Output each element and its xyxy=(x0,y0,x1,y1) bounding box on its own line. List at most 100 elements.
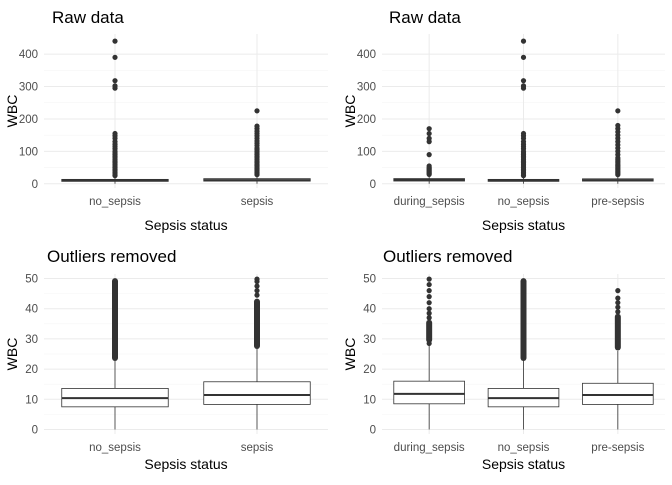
y-tick-label: 30 xyxy=(363,334,376,346)
y-axis-title: WBC xyxy=(4,95,20,128)
x-tick-label: pre-sepsis xyxy=(591,442,644,454)
outlier-point xyxy=(254,108,260,114)
outlier-point xyxy=(254,276,260,282)
y-tick-label: 10 xyxy=(25,394,38,406)
y-axis-title: WBC xyxy=(4,338,20,371)
panel-clean-3: 0 10 20 30 40 50 during_sepsis no_sepsis pre-sep… xyxy=(342,247,665,472)
x-tick-label: during_sepsis xyxy=(394,196,465,208)
outlier-point xyxy=(615,304,621,310)
panel-clean-2: 0 10 20 30 40 50 no_sepsis sepsis Outliers remov… xyxy=(4,247,328,472)
y-tick-label: 100 xyxy=(357,146,376,158)
x-tick-label: no_sepsis xyxy=(498,442,550,454)
y-tick-label: 400 xyxy=(357,49,376,61)
y-tick-label: 200 xyxy=(357,114,376,126)
outlier-point xyxy=(112,54,118,60)
outlier-cluster xyxy=(520,278,527,362)
boxplot-sepsis xyxy=(203,108,311,184)
outlier-point xyxy=(426,126,432,132)
panel-title: Raw data xyxy=(389,8,461,27)
y-tick-label: 100 xyxy=(19,146,38,158)
x-axis-title: Sepsis status xyxy=(482,456,565,472)
x-tick-label: no_sepsis xyxy=(89,196,141,208)
outlier-point xyxy=(112,130,118,137)
outlier-point xyxy=(426,130,432,137)
outlier-point xyxy=(426,340,432,347)
outlier-point xyxy=(615,300,621,306)
outlier-point xyxy=(426,288,432,294)
boxplot-sepsis xyxy=(203,276,311,430)
outlier-cluster xyxy=(614,313,621,351)
y-tick-label: 0 xyxy=(32,424,38,436)
boxplot-pre-sepsis xyxy=(582,108,654,184)
outlier-point xyxy=(426,135,432,141)
x-tick-label: during_sepsis xyxy=(394,442,465,454)
y-tick-label: 0 xyxy=(370,424,376,436)
x-tick-label: pre-sepsis xyxy=(591,196,644,208)
outlier-point xyxy=(615,108,621,114)
outlier-point xyxy=(112,38,118,44)
outlier-point xyxy=(426,276,432,282)
iqr-box xyxy=(582,382,654,405)
y-tick-label: 30 xyxy=(25,334,38,346)
iqr-box xyxy=(393,380,465,405)
outlier-point xyxy=(426,281,432,288)
panel-raw-2: 0 100 200 300 400 no_sepsis sepsis Raw data Seps… xyxy=(4,8,328,233)
outlier-cluster xyxy=(426,319,433,343)
x-tick-label: no_sepsis xyxy=(498,196,550,208)
outlier-point xyxy=(426,300,432,306)
iqr-box xyxy=(203,381,311,405)
x-axis-title: Sepsis status xyxy=(144,217,227,233)
y-tick-label: 0 xyxy=(32,179,38,191)
x-axis-title: Sepsis status xyxy=(144,456,227,472)
x-tick-label: no_sepsis xyxy=(89,442,141,454)
x-axis-title: Sepsis status xyxy=(482,217,565,233)
y-tick-label: 20 xyxy=(363,364,376,376)
outlier-cluster xyxy=(112,278,118,362)
outlier-point xyxy=(426,294,432,300)
outlier-point xyxy=(254,292,260,298)
outlier-point xyxy=(426,310,432,316)
y-tick-label: 0 xyxy=(370,179,376,191)
y-tick-label: 300 xyxy=(19,82,38,94)
outlier-point xyxy=(112,83,118,89)
outlier-point xyxy=(254,283,260,289)
y-tick-label: 40 xyxy=(25,304,38,316)
y-tick-label: 300 xyxy=(357,82,376,94)
outlier-point xyxy=(615,295,621,301)
outlier-point xyxy=(520,38,527,44)
boxplot-during_sepsis xyxy=(393,276,465,430)
panel-title: Raw data xyxy=(52,8,124,27)
y-tick-label: 50 xyxy=(363,274,376,286)
outlier-point xyxy=(426,315,432,321)
outlier-point xyxy=(615,288,621,294)
outlier-cluster xyxy=(254,298,260,349)
outlier-point xyxy=(254,123,260,129)
outlier-point xyxy=(112,78,118,84)
y-tick-label: 20 xyxy=(25,364,38,376)
y-tick-label: 50 xyxy=(25,274,38,286)
outlier-point xyxy=(520,54,527,60)
outlier-point xyxy=(520,78,527,84)
outlier-point xyxy=(520,83,527,89)
boxplot-no_sepsis xyxy=(487,38,560,184)
x-tick-label: sepsis xyxy=(241,442,274,454)
outlier-point xyxy=(426,163,432,169)
y-tick-label: 200 xyxy=(19,114,38,126)
boxplot-pre-sepsis xyxy=(582,288,654,430)
outlier-point xyxy=(615,309,621,315)
outlier-point xyxy=(254,288,260,294)
outlier-point xyxy=(426,306,432,312)
y-axis-title: WBC xyxy=(342,338,358,371)
panel-title: Outliers removed xyxy=(383,247,512,266)
panel-raw-3: 0 100 200 300 400 during_sepsis no_sepsis pre-s… xyxy=(342,8,665,233)
outlier-point xyxy=(520,130,527,137)
outlier-point xyxy=(615,122,621,129)
y-tick-label: 400 xyxy=(19,49,38,61)
boxplot-no_sepsis xyxy=(61,38,169,184)
boxplot-no_sepsis xyxy=(487,278,560,430)
boxplot-during_sepsis xyxy=(393,126,465,184)
y-axis-title: WBC xyxy=(342,95,358,128)
